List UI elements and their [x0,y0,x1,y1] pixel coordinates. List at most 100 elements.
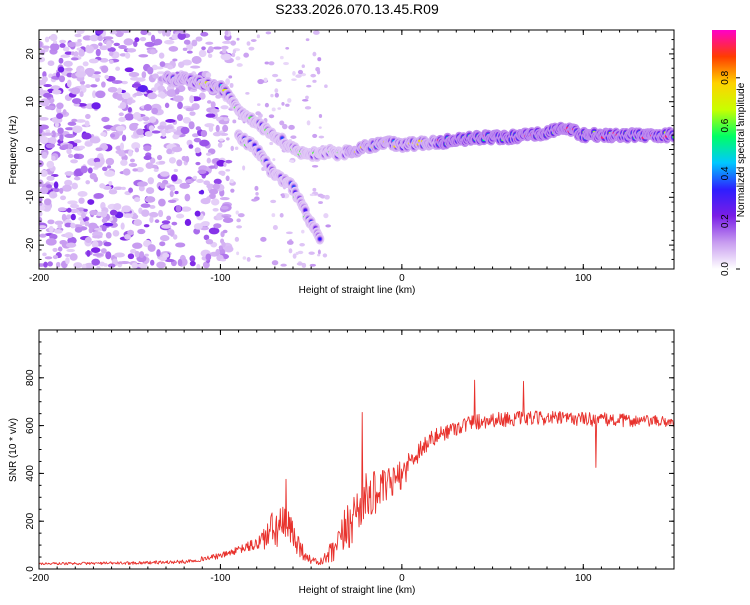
noise-speckle [185,155,190,163]
noise-speckle [84,236,92,244]
noise-speckle [93,193,104,199]
noise-speckle [78,49,85,57]
noise-speckle [144,130,153,137]
noise-speckle [271,260,279,266]
snr-x-tick-label: -100 [210,573,230,584]
noise-speckle [117,87,123,95]
noise-speckle [189,255,196,262]
noise-speckle [168,157,176,164]
noise-speckle [198,49,207,58]
noise-speckle [64,232,74,239]
noise-speckle [79,220,86,226]
noise-speckle [200,189,205,195]
noise-speckle [101,225,107,232]
noise-speckle [191,39,198,47]
noise-speckle [134,147,140,153]
snr-y-tick-label: 0 [25,566,36,572]
noise-speckle [120,159,128,166]
noise-speckle [231,52,236,58]
noise-speckle [108,189,118,195]
noise-speckle [111,80,123,84]
noise-speckle [312,133,318,138]
noise-speckle [77,191,88,197]
noise-speckle [171,221,178,226]
noise-speckle [159,61,166,67]
noise-speckle [41,76,48,83]
noise-speckle [57,66,65,73]
noise-speckle [93,157,101,163]
noise-speckle [55,261,61,268]
noise-speckle [115,66,121,71]
noise-speckle [153,38,163,46]
noise-speckle [193,137,202,143]
noise-speckle [312,51,317,57]
noise-speckle [291,78,297,82]
noise-speckle [39,211,43,217]
noise-speckle [230,188,235,193]
noise-speckle [222,217,234,223]
noise-speckle [264,102,269,108]
noise-speckle [254,185,259,191]
colorbar-gradient [712,30,736,269]
noise-speckle [180,126,190,135]
noise-speckle [205,253,212,261]
noise-speckle [108,180,113,186]
noise-speckle [270,199,277,204]
noise-speckle [123,38,134,46]
noise-speckle [220,205,229,210]
noise-speckle [193,228,201,235]
noise-speckle [225,78,230,86]
noise-speckle [118,151,126,157]
noise-speckle [171,174,178,182]
noise-speckle [206,157,211,164]
noise-speckle [51,89,62,95]
noise-speckle [141,71,147,79]
noise-speckle [67,121,77,126]
noise-speckle [165,30,171,37]
noise-speckle [102,36,114,40]
noise-speckle [41,151,48,159]
noise-speckle [205,72,212,79]
noise-speckle [215,124,220,133]
noise-speckle [113,186,124,190]
noise-speckle [57,223,62,229]
noise-speckle [154,66,164,70]
noise-speckle [301,64,305,69]
noise-speckle [87,199,95,205]
noise-speckle [121,134,127,142]
noise-speckle [248,46,255,51]
noise-speckle [190,65,201,69]
noise-speckle [304,106,312,110]
noise-speckle [172,234,178,240]
noise-speckle [158,209,164,218]
noise-speckle [90,247,101,253]
noise-speckle [311,165,319,168]
noise-speckle [85,45,95,54]
noise-speckle [158,52,165,59]
noise-speckle [159,241,166,247]
noise-speckle [84,141,93,147]
spectrogram-x-tick-label: -100 [210,273,230,284]
noise-speckle [118,117,127,123]
noise-speckle [166,89,177,98]
noise-speckle [40,169,48,177]
noise-speckle [199,139,210,147]
noise-speckle [255,191,259,196]
noise-speckle [119,142,124,151]
noise-speckle [320,194,326,199]
noise-speckle [53,229,63,234]
noise-speckle [127,229,134,236]
noise-speckle [131,262,139,269]
noise-speckle [109,59,114,64]
noise-speckle [71,118,78,122]
noise-speckle [212,183,220,190]
noise-speckle [189,95,195,104]
noise-speckle [55,71,61,78]
noise-speckle [222,48,227,54]
noise-speckle [158,160,166,165]
noise-speckle [128,72,140,78]
noise-speckle [225,175,230,182]
noise-speckle [151,130,161,134]
noise-speckle [164,102,170,109]
